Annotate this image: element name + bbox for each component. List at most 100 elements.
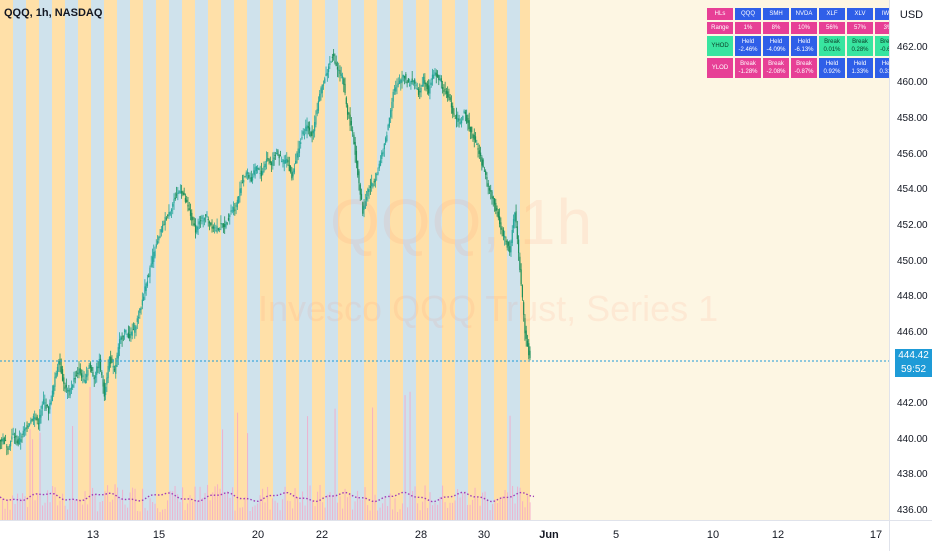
candle-body (175, 194, 178, 196)
candle-body (113, 369, 116, 371)
session-band (208, 0, 221, 520)
candle-body (386, 135, 388, 142)
table-cell: 57% (847, 22, 873, 34)
volume-bar (194, 486, 196, 520)
price-axis[interactable]: 462.00 460.00 458.00 456.00 454.00 452.00 450.… (889, 30, 932, 520)
candle-body (338, 69, 340, 71)
candle-body (88, 365, 90, 369)
volume-bar (362, 499, 364, 520)
candle-body (221, 223, 223, 225)
candle-body (216, 226, 218, 233)
candle-body (194, 224, 197, 233)
volume-bar (22, 493, 24, 520)
candle-body (507, 241, 510, 246)
candle-body (454, 117, 456, 119)
volume-bar (147, 510, 149, 520)
candle-body (263, 166, 265, 172)
candle-body (348, 112, 350, 115)
cell-percent: -2.08% (766, 69, 786, 75)
candle-body (298, 148, 301, 154)
candle-body (86, 374, 88, 378)
volume-bar (522, 501, 524, 520)
symbol-title[interactable]: QQQ, 1h, NASDAQ (4, 7, 103, 19)
candle-body (83, 378, 85, 382)
candle-body (40, 410, 42, 418)
volume-bar (12, 495, 14, 520)
volume-bar (52, 486, 54, 520)
candle-body (292, 170, 294, 177)
volume-bar (227, 490, 229, 520)
volume-bar (334, 408, 336, 520)
candle-body (35, 418, 37, 420)
volume-bar (189, 495, 191, 520)
volume-bar (447, 507, 449, 520)
volume-bar (464, 491, 466, 520)
volume-bar (457, 489, 459, 520)
candle-body (140, 307, 142, 311)
candle-body (501, 228, 503, 230)
candle-body (68, 390, 70, 392)
candle-body (333, 53, 335, 57)
candle-body (174, 197, 176, 200)
candle-body (274, 155, 276, 157)
time-axis[interactable]: 13 15 20 22 28 30 Jun 5 10 12 17 (0, 520, 889, 551)
candle-body (44, 402, 46, 404)
candle-body (160, 229, 162, 233)
candle-body (164, 216, 166, 225)
volume-bar (134, 488, 136, 520)
volume-bar (344, 488, 346, 520)
candle-body (479, 152, 482, 157)
volume-bar (412, 490, 414, 520)
volume-bar (2, 498, 4, 520)
volume-bar (27, 507, 29, 520)
candle-body (487, 183, 489, 187)
session-band (455, 0, 468, 520)
volume-bar (117, 487, 119, 520)
candle-body (324, 78, 326, 84)
candle-body (316, 109, 318, 115)
volume-bar (244, 497, 246, 520)
candle-body (412, 80, 415, 83)
candle-body (506, 240, 508, 248)
volume-bar (109, 501, 111, 520)
candle-body (144, 286, 146, 294)
volume-bar (274, 500, 276, 520)
candle-body (201, 216, 203, 220)
volume-bar (424, 485, 426, 520)
volume-bar (509, 415, 511, 520)
candle-body (393, 88, 396, 91)
candle-body (485, 171, 487, 175)
time-tick-label: 28 (414, 529, 428, 541)
candle-body (87, 370, 89, 376)
candle-body (459, 122, 461, 124)
candle-body (322, 84, 325, 86)
candle-body (217, 228, 219, 230)
candle-body (481, 157, 483, 166)
time-tick-label: 20 (251, 529, 265, 541)
candle-body (240, 188, 242, 193)
candle-body (11, 436, 13, 440)
session-band (299, 0, 312, 520)
candle-body (122, 335, 124, 337)
session-band (130, 0, 143, 520)
time-tick-label: 22 (315, 529, 329, 541)
volume-bar (17, 493, 19, 520)
price-chart[interactable] (0, 0, 889, 520)
candle-body (516, 226, 518, 239)
currency-button[interactable]: USD (889, 0, 932, 30)
candle-body (165, 218, 168, 220)
candle-body (235, 205, 237, 207)
volume-bar (442, 485, 444, 520)
session-band (416, 0, 429, 520)
volume-bar (484, 491, 486, 520)
candle-body (10, 440, 12, 447)
candle-body (382, 151, 384, 155)
volume-bar (264, 502, 266, 520)
volume-bar (294, 488, 296, 520)
volume-bar (237, 412, 239, 520)
candle-body (181, 191, 183, 194)
price-tick-label: 448.00 (897, 291, 928, 303)
candle-body (448, 94, 450, 98)
volume-bar (367, 505, 369, 520)
price-tick-label: 462.00 (897, 41, 928, 53)
